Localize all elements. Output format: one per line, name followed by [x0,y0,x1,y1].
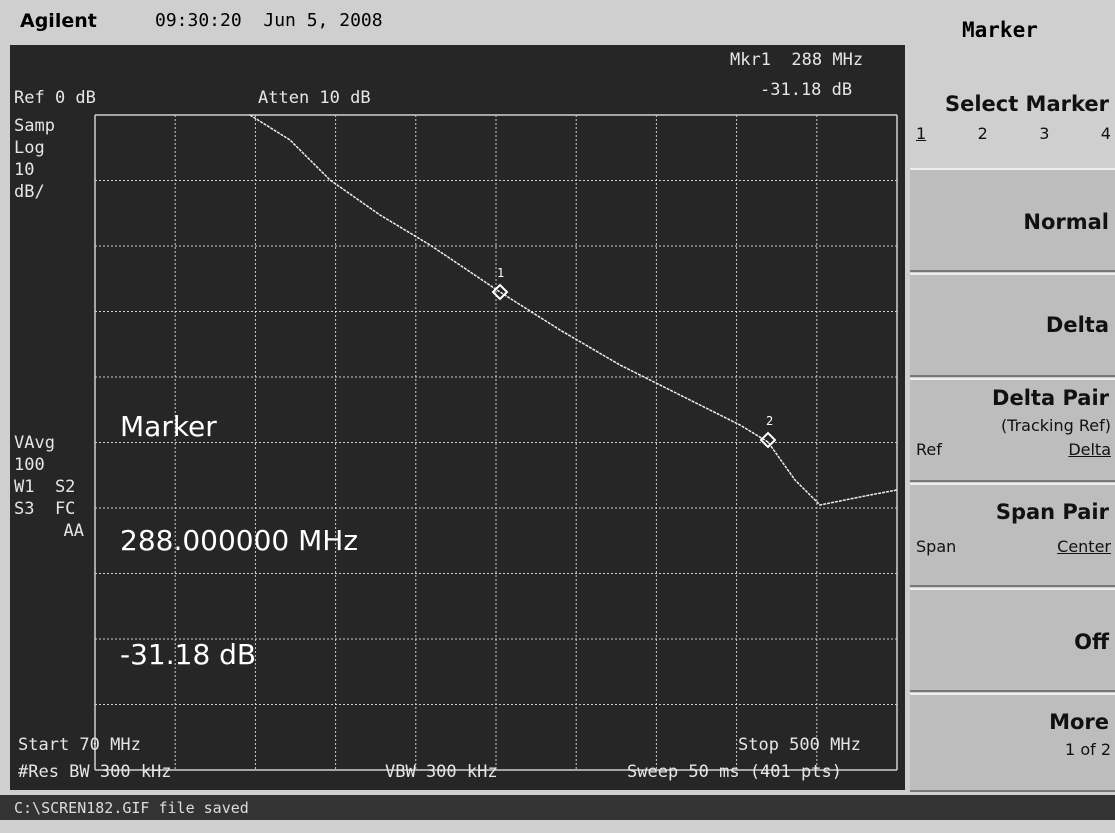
softkey-right: Delta [1068,440,1111,459]
left-label: Samp [14,115,55,137]
status-text: C:\SCREN182.GIF file saved [14,799,249,817]
softkey-title: Select Marker [945,92,1109,116]
marker-option: 4 [1101,124,1111,143]
softkey[interactable]: Off [910,588,1115,692]
softkey-title: More [1049,710,1109,734]
marker-option: 2 [978,124,988,143]
left-label: Log [14,137,55,159]
marker-option: 1 [916,124,926,143]
softkey[interactable]: Delta [910,273,1115,377]
avg-label: VAvg [14,432,84,454]
marker-box: Marker 288.000000 MHz -31.18 dB [120,332,358,712]
marker-2-label: 2 [766,414,773,428]
start-freq: Start 70 MHz [18,735,141,755]
marker-2-symbol [761,433,775,447]
marker-1-symbol [493,285,507,299]
softkey[interactable]: Delta Pair (Tracking Ref) Ref Delta [910,378,1115,482]
avg-label: S3 FC [14,498,84,520]
left-label: 10 [14,159,55,181]
softkey-title: Off [1074,630,1109,654]
status-bar: C:\SCREN182.GIF file saved [0,795,1115,820]
softkey-right: Center [1057,537,1111,556]
softkey-title: Delta [1046,313,1109,337]
softkey-title: Span Pair [996,500,1109,524]
softkey[interactable]: Span Pair Span Center [910,483,1115,587]
marker-box-title: Marker [120,408,358,446]
marker-readout-label: Mkr1 288 MHz [730,50,863,70]
stop-freq: Stop 500 MHz [738,735,861,755]
softkey-title: Normal [1023,210,1109,234]
avg-label: AA [14,520,84,542]
softkey-title: Delta Pair [992,386,1109,410]
softkey-left: Span [916,537,956,556]
vbw: VBW 300 kHz [385,762,498,782]
marker-1-label: 1 [497,266,504,280]
ref-level: Ref 0 dB [14,88,96,108]
marker-box-frequency: 288.000000 MHz [120,522,358,560]
softkey-left: Ref [916,440,942,459]
softkey[interactable]: Select Marker 1 2 3 4 [910,62,1115,162]
left-label: dB/ [14,181,55,203]
softkey-subtitle: 1 of 2 [1065,740,1111,759]
sweep: Sweep 50 ms (401 pts) [627,762,842,782]
avg-label: 100 [14,454,84,476]
marker-box-level: -31.18 dB [120,636,358,674]
softkey[interactable]: More 1 of 2 [910,693,1115,792]
marker-option: 3 [1039,124,1049,143]
marker-readout-value: -31.18 dB [760,80,852,100]
rbw: #Res BW 300 kHz [18,762,172,782]
softkey-subtitle: (Tracking Ref) [1001,416,1111,435]
marker-options: 1 2 3 4 [916,124,1111,143]
attenuation: Atten 10 dB [258,88,371,108]
avg-label: W1 S2 [14,476,84,498]
page: {"header": {"brand": "Agilent", "timesta… [0,0,1115,820]
menu-title: Marker [962,18,1038,42]
softkey[interactable]: Normal [910,168,1115,272]
